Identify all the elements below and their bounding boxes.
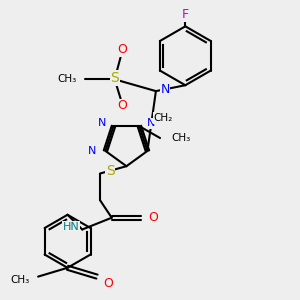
Text: S: S <box>106 164 115 178</box>
Text: O: O <box>148 211 158 224</box>
Text: N: N <box>147 118 155 128</box>
Text: N: N <box>88 146 97 156</box>
Text: CH₂: CH₂ <box>154 113 173 123</box>
Text: CH₃: CH₃ <box>172 133 191 143</box>
Text: N: N <box>98 118 106 128</box>
Text: HN: HN <box>63 222 79 232</box>
Text: CH₃: CH₃ <box>57 74 76 84</box>
Text: CH₃: CH₃ <box>10 274 29 285</box>
Text: N: N <box>160 83 170 96</box>
Text: O: O <box>103 278 113 290</box>
Text: O: O <box>117 44 127 56</box>
Text: S: S <box>110 71 119 85</box>
Text: F: F <box>182 8 189 21</box>
Text: O: O <box>117 99 127 112</box>
